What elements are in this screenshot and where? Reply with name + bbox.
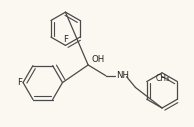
Text: OH: OH	[91, 55, 104, 64]
Text: F: F	[63, 35, 68, 44]
Text: F: F	[17, 78, 22, 87]
Text: CH₃: CH₃	[156, 74, 170, 83]
Text: NH: NH	[116, 71, 129, 80]
